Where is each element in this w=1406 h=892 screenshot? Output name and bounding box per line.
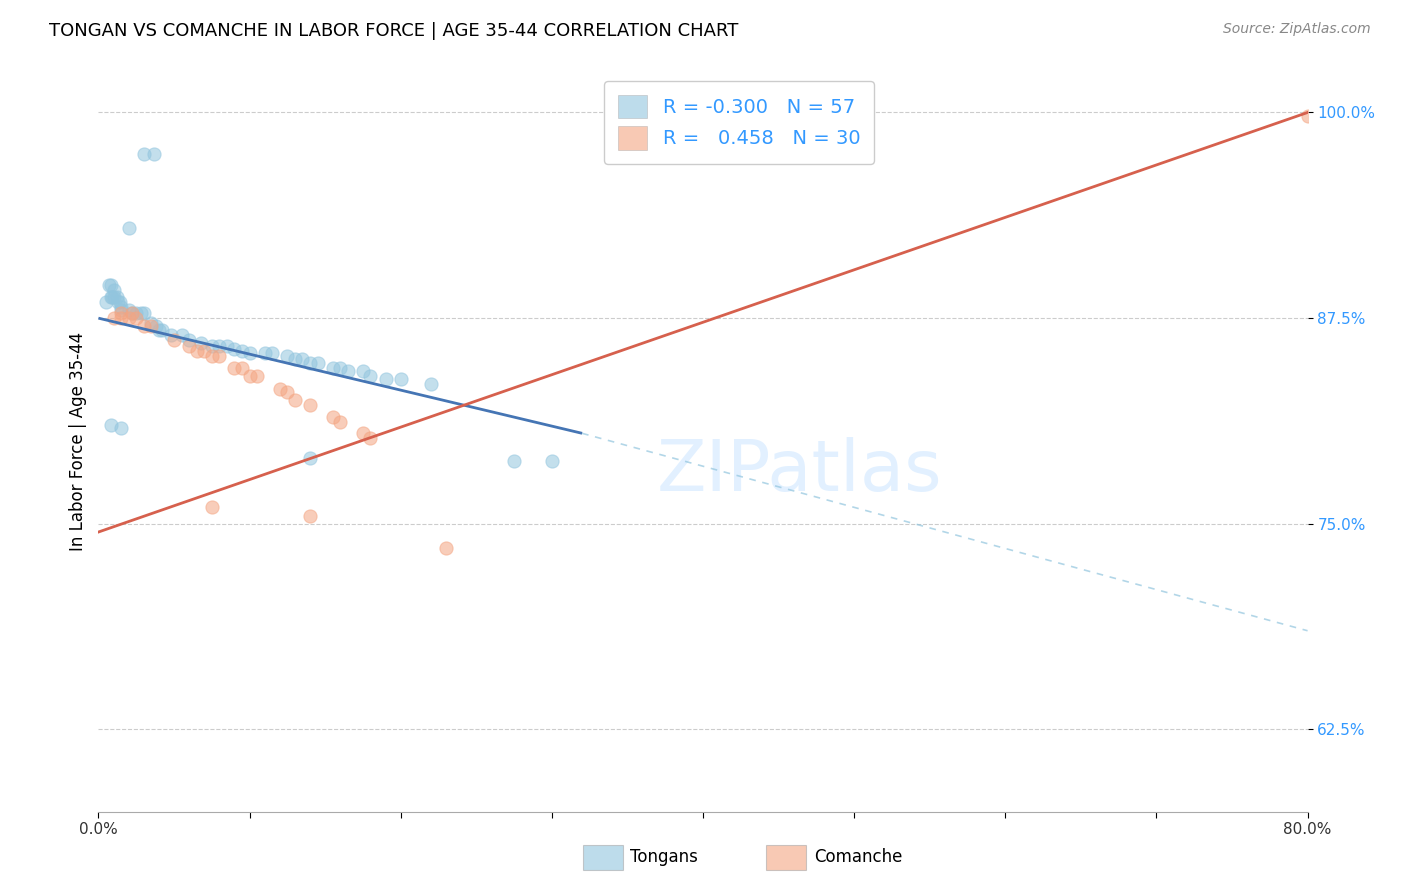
Text: ZIPatlas: ZIPatlas xyxy=(657,437,942,506)
Point xyxy=(110,306,132,320)
Point xyxy=(103,311,125,326)
Point xyxy=(239,345,262,359)
Point xyxy=(98,278,121,293)
Point xyxy=(299,508,322,523)
Point xyxy=(329,360,352,375)
Point xyxy=(246,368,269,383)
Point xyxy=(269,382,291,396)
Point xyxy=(262,345,284,359)
Legend: R = -0.300   N = 57, R =   0.458   N = 30: R = -0.300 N = 57, R = 0.458 N = 30 xyxy=(605,81,875,163)
Point xyxy=(110,300,132,314)
Point xyxy=(118,302,141,317)
Point xyxy=(110,421,132,435)
Point xyxy=(141,316,163,330)
Point xyxy=(352,364,374,378)
Point xyxy=(179,333,201,347)
Text: Tongans: Tongans xyxy=(630,848,697,866)
Point xyxy=(420,376,443,391)
Point xyxy=(132,319,155,334)
Point xyxy=(208,349,231,363)
Point xyxy=(322,409,344,424)
Point xyxy=(540,454,562,468)
Point xyxy=(374,372,396,386)
Point xyxy=(94,294,117,309)
Point xyxy=(141,319,163,334)
Point xyxy=(352,426,374,441)
Y-axis label: In Labor Force | Age 35-44: In Labor Force | Age 35-44 xyxy=(69,332,87,551)
Point xyxy=(132,306,155,320)
Point xyxy=(179,339,201,353)
Point xyxy=(1296,109,1319,123)
Point xyxy=(201,339,224,353)
Point xyxy=(129,306,152,320)
Point xyxy=(360,368,382,383)
Point xyxy=(360,431,382,445)
Text: Comanche: Comanche xyxy=(814,848,903,866)
Point xyxy=(307,355,329,369)
Point xyxy=(160,327,183,342)
Point xyxy=(143,146,166,161)
Point xyxy=(322,360,344,375)
Point xyxy=(101,290,124,304)
Point xyxy=(276,349,298,363)
Point xyxy=(118,311,141,326)
Text: TONGAN VS COMANCHE IN LABOR FORCE | AGE 35-44 CORRELATION CHART: TONGAN VS COMANCHE IN LABOR FORCE | AGE … xyxy=(49,22,738,40)
Point xyxy=(107,294,129,309)
Point xyxy=(193,344,215,359)
Point xyxy=(125,306,148,320)
Point xyxy=(231,344,253,359)
Point xyxy=(201,349,224,363)
Text: Source: ZipAtlas.com: Source: ZipAtlas.com xyxy=(1223,22,1371,37)
Point xyxy=(100,290,122,304)
Point xyxy=(110,302,132,317)
Point xyxy=(299,398,322,412)
Point xyxy=(299,450,322,465)
Point xyxy=(224,343,246,357)
Point xyxy=(299,355,322,369)
Point xyxy=(276,385,298,400)
Point xyxy=(284,352,307,367)
Point xyxy=(253,345,276,359)
Point xyxy=(100,418,122,433)
Point xyxy=(125,311,148,326)
Point xyxy=(121,306,143,320)
Point xyxy=(150,323,173,337)
Point xyxy=(105,290,128,304)
Point xyxy=(118,220,141,235)
Point xyxy=(434,541,457,556)
Point xyxy=(336,364,359,378)
Point xyxy=(231,360,253,375)
Point xyxy=(121,306,143,320)
Point xyxy=(284,393,307,408)
Point xyxy=(100,278,122,293)
Point xyxy=(148,323,170,337)
Point xyxy=(110,311,132,326)
Point xyxy=(329,415,352,429)
Point xyxy=(201,500,224,515)
Point xyxy=(186,344,208,359)
Point xyxy=(389,372,412,386)
Point xyxy=(163,333,186,347)
Point xyxy=(503,454,526,468)
Point xyxy=(190,335,212,350)
Point xyxy=(108,294,131,309)
Point xyxy=(208,339,231,353)
Point xyxy=(291,352,314,367)
Point xyxy=(103,283,125,297)
Point xyxy=(103,290,125,304)
Point xyxy=(170,327,193,342)
Point xyxy=(215,339,238,353)
Point xyxy=(145,319,167,334)
Point xyxy=(224,360,246,375)
Point xyxy=(132,146,155,161)
Point xyxy=(239,368,262,383)
